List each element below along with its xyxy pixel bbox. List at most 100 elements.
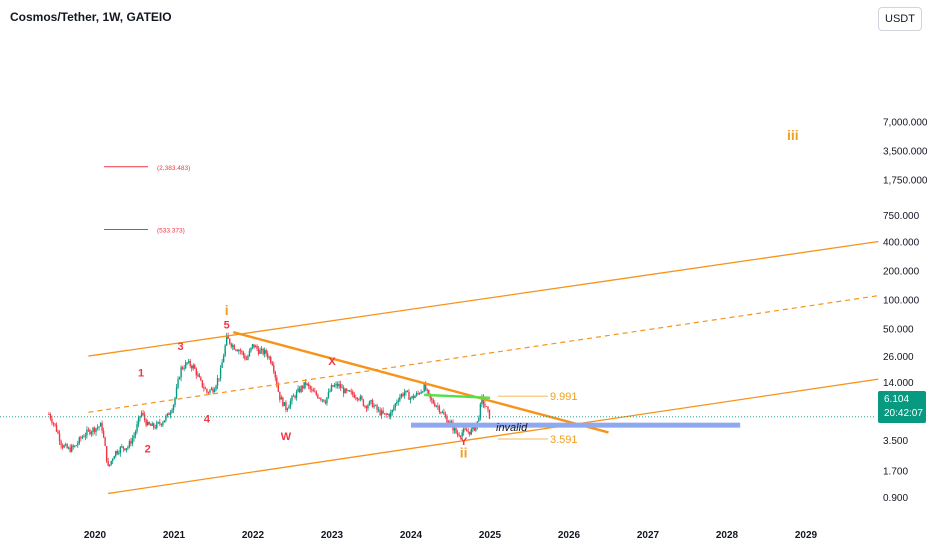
candle-body [112, 459, 114, 461]
candle-body [57, 431, 59, 434]
candle-body [277, 385, 280, 392]
channel-mid-line[interactable] [88, 295, 879, 413]
candle-body [172, 404, 175, 411]
candle-body [355, 397, 357, 399]
candle-body [323, 399, 325, 402]
candle-body [145, 419, 147, 426]
candle-body [370, 400, 372, 402]
candle-body [335, 383, 337, 386]
y-tick-label: 14.000 [883, 378, 914, 389]
candle-body [87, 429, 90, 431]
candle-body [242, 351, 245, 356]
green-resistance-line[interactable] [424, 393, 491, 400]
candle-body [212, 388, 214, 393]
candle-body [309, 386, 311, 390]
candle-body [282, 397, 284, 406]
candle-body [130, 441, 132, 444]
candle-body [151, 423, 153, 426]
candle-body [187, 361, 190, 363]
candle-body [194, 365, 196, 369]
candle-body [320, 398, 322, 400]
candle-body [367, 405, 369, 409]
candle-body [336, 383, 339, 387]
candle-body [291, 396, 293, 401]
candle-body [415, 392, 418, 396]
x-tick-label: 2020 [84, 530, 107, 541]
candle-body [304, 382, 307, 385]
candle-body [292, 395, 295, 397]
channel-lower-line[interactable] [108, 378, 879, 495]
channel-upper-line[interactable] [88, 240, 879, 357]
level-label: 9.991 [550, 391, 578, 403]
candle-body [77, 443, 79, 446]
candle-body [110, 460, 112, 465]
candles [48, 332, 491, 467]
candle-body [308, 383, 310, 387]
candle-body [75, 445, 77, 447]
candle-body [455, 428, 457, 434]
candle-body [238, 350, 240, 352]
wave-label: 3 [178, 341, 184, 353]
candle-body [99, 423, 102, 427]
candle-body [388, 414, 390, 417]
candle-body [181, 367, 184, 369]
candle-body [119, 447, 122, 454]
candle-body [163, 420, 166, 423]
candle-body [74, 445, 76, 447]
candle-body [150, 424, 152, 426]
x-axis[interactable]: 2020 2021 2022 2023 2024 2025 2026 2027 2028 2029 [84, 530, 818, 541]
candle-body [440, 411, 442, 413]
candle-body [209, 389, 211, 393]
candle-body [96, 427, 99, 429]
candle-body [134, 431, 137, 436]
y-tick-label: 1,750.000 [883, 176, 928, 187]
candle-body [456, 433, 459, 435]
candle-body [411, 395, 413, 398]
currency-unit-button[interactable]: USDT [878, 7, 922, 31]
candle-body [300, 386, 302, 392]
downtrend-line[interactable] [232, 331, 609, 434]
candle-body [253, 344, 255, 348]
candle-body [344, 388, 346, 394]
candle-body [382, 410, 384, 414]
candle-body [397, 400, 400, 403]
candle-body [189, 361, 191, 367]
candle-body [116, 451, 118, 454]
candle-body [359, 396, 362, 400]
candle-body [405, 390, 407, 393]
candle-body [101, 423, 103, 431]
candle-body [461, 432, 463, 437]
candle-body [426, 389, 428, 391]
candle-body [276, 377, 278, 386]
candle-body [168, 413, 170, 415]
candle-body [274, 371, 276, 378]
candle-body [286, 408, 289, 411]
y-axis[interactable]: 7,000.000 3,500.000 1,750.000 750.000 400.00… [883, 118, 928, 504]
candle-body [390, 412, 392, 417]
candle-body [93, 427, 96, 432]
candle-body [289, 400, 292, 407]
candle-body [84, 435, 87, 437]
candle-body [222, 355, 225, 363]
candle-body [371, 400, 374, 408]
candle-body [197, 374, 199, 376]
support-zone[interactable] [411, 422, 741, 428]
candle-body [60, 441, 62, 445]
candle-body [273, 365, 275, 372]
candle-body [156, 422, 158, 429]
candle-body [72, 445, 74, 447]
candle-body [414, 395, 416, 399]
candle-body [178, 377, 181, 380]
candle-body [113, 456, 115, 460]
candle-body [412, 395, 415, 399]
candle-body [283, 402, 286, 406]
candle-body [339, 383, 342, 388]
candle-body [314, 391, 316, 393]
candle-body [294, 395, 296, 398]
candle-body [443, 412, 445, 415]
candle-body [470, 428, 472, 435]
candle-body [437, 405, 439, 407]
candle-body [385, 413, 387, 415]
y-tick-label: 1.700 [883, 466, 908, 477]
